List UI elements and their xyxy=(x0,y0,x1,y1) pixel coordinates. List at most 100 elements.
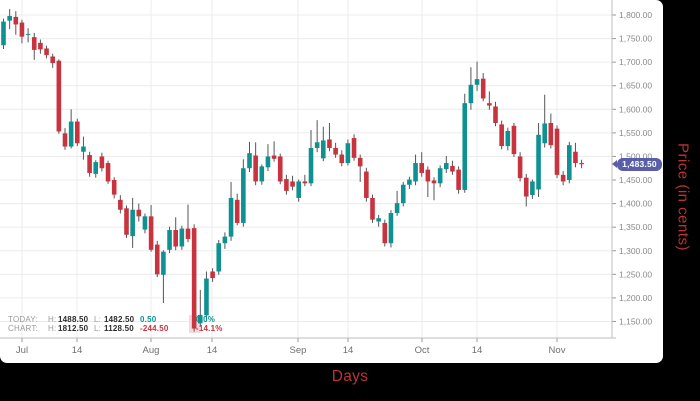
candle-body[interactable] xyxy=(19,22,25,37)
candle-body[interactable] xyxy=(25,33,31,35)
candle-body[interactable] xyxy=(204,278,209,316)
candle-body[interactable] xyxy=(314,142,320,148)
candle-body[interactable] xyxy=(179,228,185,247)
candle-body[interactable] xyxy=(154,244,160,275)
candle-body[interactable] xyxy=(364,171,369,198)
candle-body[interactable] xyxy=(241,168,246,223)
candle-body[interactable] xyxy=(357,157,363,167)
candle-body[interactable] xyxy=(13,16,19,25)
candle-body[interactable] xyxy=(425,169,431,182)
candle-body[interactable] xyxy=(290,181,295,187)
candle-body[interactable] xyxy=(148,216,154,250)
candle-body[interactable] xyxy=(450,165,455,172)
candle-body[interactable] xyxy=(191,228,197,329)
candle-body[interactable] xyxy=(554,128,560,175)
candle-body[interactable] xyxy=(505,130,511,147)
candle-body[interactable] xyxy=(487,103,492,106)
candle-body[interactable] xyxy=(31,37,37,50)
candle-body[interactable] xyxy=(38,42,43,50)
candle-body[interactable] xyxy=(511,125,517,155)
candle-body[interactable] xyxy=(321,140,326,159)
candle-body[interactable] xyxy=(44,48,49,56)
y-axis-tick-label: 1,700.00 xyxy=(619,57,652,67)
candle-body[interactable] xyxy=(517,156,523,179)
candle-body[interactable] xyxy=(161,251,166,275)
candle-body[interactable] xyxy=(198,314,203,324)
candle-body[interactable] xyxy=(118,199,123,210)
candle-body[interactable] xyxy=(185,228,191,239)
candle-body[interactable] xyxy=(407,179,412,185)
candle-body[interactable] xyxy=(259,166,265,182)
candle-body[interactable] xyxy=(302,181,308,184)
candle-body[interactable] xyxy=(271,155,277,159)
y-axis-tick-label: 1,200.00 xyxy=(619,293,652,303)
candle-body[interactable] xyxy=(536,134,541,190)
candle-body[interactable] xyxy=(468,84,474,104)
candle-body[interactable] xyxy=(111,180,117,195)
candle-body[interactable] xyxy=(388,213,394,244)
candle-body[interactable] xyxy=(579,163,584,165)
candle-body[interactable] xyxy=(327,139,332,148)
candle-body[interactable] xyxy=(542,123,547,144)
candle-body[interactable] xyxy=(382,222,388,244)
candle-body[interactable] xyxy=(1,21,6,46)
candle-body[interactable] xyxy=(124,208,129,235)
candle-body[interactable] xyxy=(136,209,142,217)
candle-body[interactable] xyxy=(222,236,228,244)
candle-body[interactable] xyxy=(351,138,357,158)
candle-body[interactable] xyxy=(523,177,529,197)
today-low-label: L: xyxy=(94,315,102,324)
candle-body[interactable] xyxy=(234,199,240,223)
candle-body[interactable] xyxy=(370,197,375,220)
candle-body[interactable] xyxy=(573,151,578,164)
candle-body[interactable] xyxy=(247,153,252,169)
candle-body[interactable] xyxy=(277,156,283,182)
candle-body[interactable] xyxy=(142,216,148,230)
candle-body[interactable] xyxy=(419,163,424,173)
candle-body[interactable] xyxy=(50,56,55,64)
candle-body[interactable] xyxy=(431,180,437,184)
candle-body[interactable] xyxy=(530,181,535,196)
candle-body[interactable] xyxy=(400,184,406,204)
candle-body[interactable] xyxy=(7,15,12,21)
candle-body[interactable] xyxy=(68,121,74,147)
today-label: TODAY: xyxy=(8,315,38,324)
candle-body[interactable] xyxy=(567,145,572,181)
candle-body[interactable] xyxy=(105,163,111,182)
candle-body[interactable] xyxy=(456,169,461,190)
candle-body[interactable] xyxy=(499,124,504,147)
candle-body[interactable] xyxy=(210,271,215,279)
candle-body[interactable] xyxy=(437,168,443,184)
candle-body[interactable] xyxy=(339,154,345,164)
candle-body[interactable] xyxy=(130,209,135,237)
candle-body[interactable] xyxy=(167,230,172,250)
candle-body[interactable] xyxy=(56,60,62,132)
candle-body[interactable] xyxy=(394,203,400,214)
candle-body[interactable] xyxy=(296,181,301,198)
candle-body[interactable] xyxy=(376,218,381,222)
candle-body[interactable] xyxy=(345,143,351,164)
candle-body[interactable] xyxy=(480,78,486,99)
candle-body[interactable] xyxy=(228,197,234,237)
candle-body[interactable] xyxy=(81,146,86,152)
candle-body[interactable] xyxy=(93,162,99,174)
candle-body[interactable] xyxy=(493,106,498,123)
candle-body[interactable] xyxy=(216,243,222,272)
candle-body[interactable] xyxy=(284,179,289,191)
candle-body[interactable] xyxy=(75,121,80,144)
candle-body[interactable] xyxy=(265,156,271,168)
candle-body[interactable] xyxy=(253,155,258,182)
candlestick-plot[interactable]: 1,800.00 1,750.00 1,700.00 1,650.00 1,600.00… xyxy=(0,0,663,363)
candle-body[interactable] xyxy=(99,156,105,169)
candle-body[interactable] xyxy=(413,163,418,182)
candle-body[interactable] xyxy=(62,133,68,147)
candle-body[interactable] xyxy=(548,122,554,146)
candle-body[interactable] xyxy=(462,103,468,190)
candle-body[interactable] xyxy=(308,147,314,184)
candle-body[interactable] xyxy=(444,163,449,170)
candle-body[interactable] xyxy=(333,147,338,155)
candle-body[interactable] xyxy=(560,174,566,182)
candle-body[interactable] xyxy=(474,79,480,85)
candle-body[interactable] xyxy=(173,230,178,247)
candle-body[interactable] xyxy=(87,155,92,173)
